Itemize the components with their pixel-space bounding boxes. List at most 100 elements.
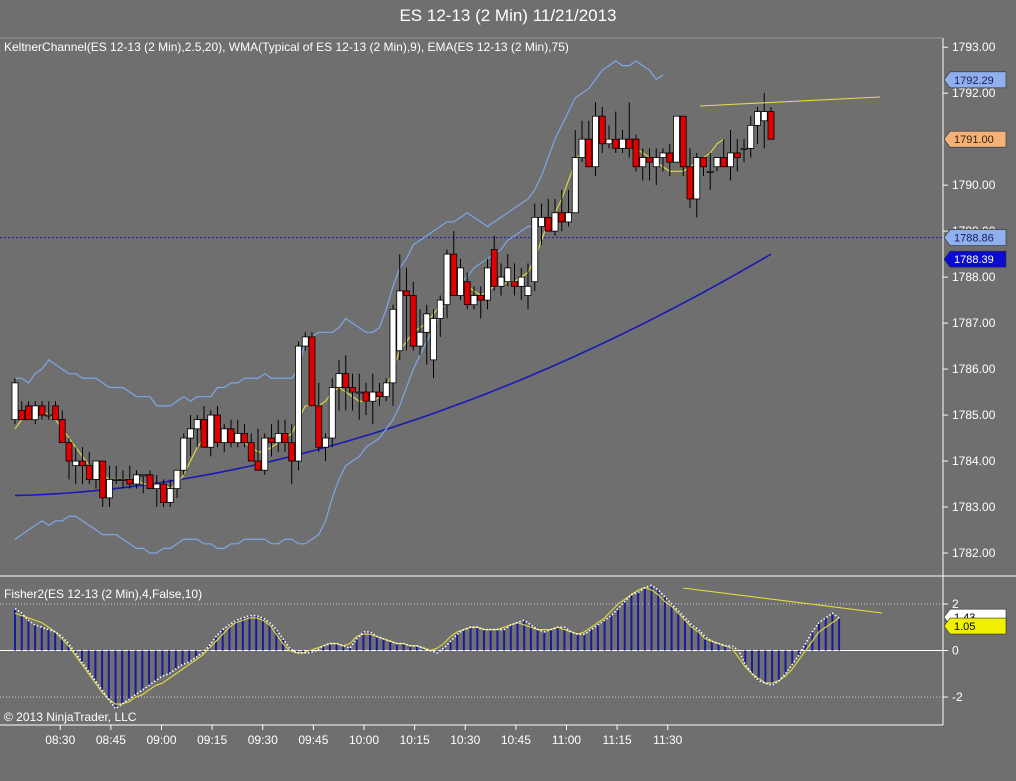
y-tick-label: 1788.00 — [952, 270, 996, 284]
candle-body — [706, 170, 714, 173]
candle-body — [315, 405, 323, 448]
candle-body — [470, 295, 478, 306]
candle-body — [571, 157, 579, 214]
candle-body — [38, 405, 46, 416]
candle-body — [531, 216, 539, 283]
candle-body — [592, 115, 599, 168]
candle-body — [220, 428, 228, 444]
price-tag: 1791.00 — [943, 130, 1007, 148]
candle-body — [720, 157, 728, 168]
candle-body — [328, 387, 336, 439]
candle-body — [241, 433, 248, 444]
x-tick-label: 10:45 — [501, 733, 531, 747]
candle-body — [524, 285, 532, 296]
candle-body — [227, 428, 235, 444]
candle-body — [45, 414, 53, 417]
x-tick-label: 08:45 — [96, 733, 126, 747]
candle-body — [281, 433, 289, 444]
candle-body — [139, 474, 147, 477]
candle-body — [72, 460, 80, 467]
candle-body — [436, 299, 444, 319]
candle-body — [632, 138, 640, 168]
candle-body — [254, 460, 262, 471]
candle-body — [18, 410, 26, 421]
price-tag-label: 1792.29 — [954, 75, 994, 87]
y-tick-label: 1784.00 — [952, 454, 996, 468]
candle-body — [767, 111, 775, 140]
price-tag: 1792.29 — [943, 71, 1007, 89]
candle-body — [200, 419, 208, 448]
candle-body — [166, 488, 174, 503]
x-tick-label: 10:00 — [349, 733, 379, 747]
x-tick-label: 09:00 — [146, 733, 176, 747]
candle-body — [369, 391, 377, 402]
candle-body — [214, 414, 221, 444]
candle-body — [153, 483, 161, 490]
x-tick-label: 11:30 — [653, 733, 682, 747]
candle-body — [146, 474, 154, 490]
candle-body — [355, 391, 363, 394]
candle-body — [673, 115, 680, 163]
candle-body — [119, 479, 127, 481]
candle-body — [463, 281, 471, 306]
price-tag-label: 1.05 — [954, 621, 975, 633]
candle-body — [733, 152, 741, 158]
candle-body — [754, 111, 761, 126]
candle-body — [173, 469, 181, 490]
chart-title: ES 12-13 (2 Min) 11/21/2013 — [399, 6, 617, 25]
price-tag-label: 1788.39 — [954, 254, 994, 266]
candle-body — [308, 336, 316, 407]
candle-body — [612, 138, 620, 149]
y-tick-label: 1792.00 — [952, 86, 996, 100]
candle-body — [477, 295, 485, 301]
fisher-dotted-line — [14, 584, 840, 710]
candle-body — [565, 212, 572, 223]
candle-body — [126, 479, 134, 485]
candle-body — [443, 253, 451, 306]
candle-body — [625, 138, 633, 149]
candle-body — [349, 387, 356, 393]
candle-body — [652, 157, 660, 168]
candle-body — [430, 318, 437, 361]
y-tick-label: 1787.00 — [952, 316, 996, 330]
candle-body — [396, 290, 404, 352]
price-tag: 1788.86 — [943, 229, 1007, 246]
candle-body — [538, 216, 545, 227]
x-tick-label: 10:15 — [400, 733, 430, 747]
candle-body — [490, 249, 498, 287]
candle-body — [288, 442, 296, 462]
keltner-lower-line — [14, 221, 549, 554]
candle-body — [180, 437, 188, 471]
x-tick-label: 08:30 — [45, 733, 75, 747]
candle-body — [207, 414, 215, 448]
candle-body — [160, 483, 167, 503]
fisher-y-tick-label: -2 — [952, 690, 963, 704]
price-tag: 1788.39 — [943, 250, 1007, 268]
candle-body — [544, 216, 552, 232]
candle-body — [342, 373, 350, 388]
candle-body — [666, 152, 674, 163]
candle-body — [457, 267, 464, 296]
candle-body — [497, 276, 505, 287]
candle-body — [31, 405, 39, 421]
y-tick-label: 1793.00 — [952, 40, 996, 54]
candle-body — [106, 479, 113, 499]
y-tick-label: 1785.00 — [952, 408, 996, 422]
candle-body — [551, 212, 559, 232]
price-tag-label: 1788.86 — [954, 233, 994, 245]
candle-body — [740, 147, 748, 150]
candle-body — [92, 460, 100, 480]
candle-body — [416, 331, 424, 347]
price-tag-label: 1791.00 — [954, 134, 994, 146]
fisher-signal-line — [14, 587, 840, 705]
x-tick-label: 10:30 — [450, 733, 480, 747]
candle-body — [85, 465, 93, 480]
candle-body — [187, 428, 194, 439]
candle-body — [274, 433, 282, 444]
candle-body — [193, 419, 201, 430]
candle-body — [558, 212, 566, 223]
candle-body — [99, 460, 107, 499]
candle-body — [659, 152, 667, 158]
candle-body — [700, 157, 707, 168]
